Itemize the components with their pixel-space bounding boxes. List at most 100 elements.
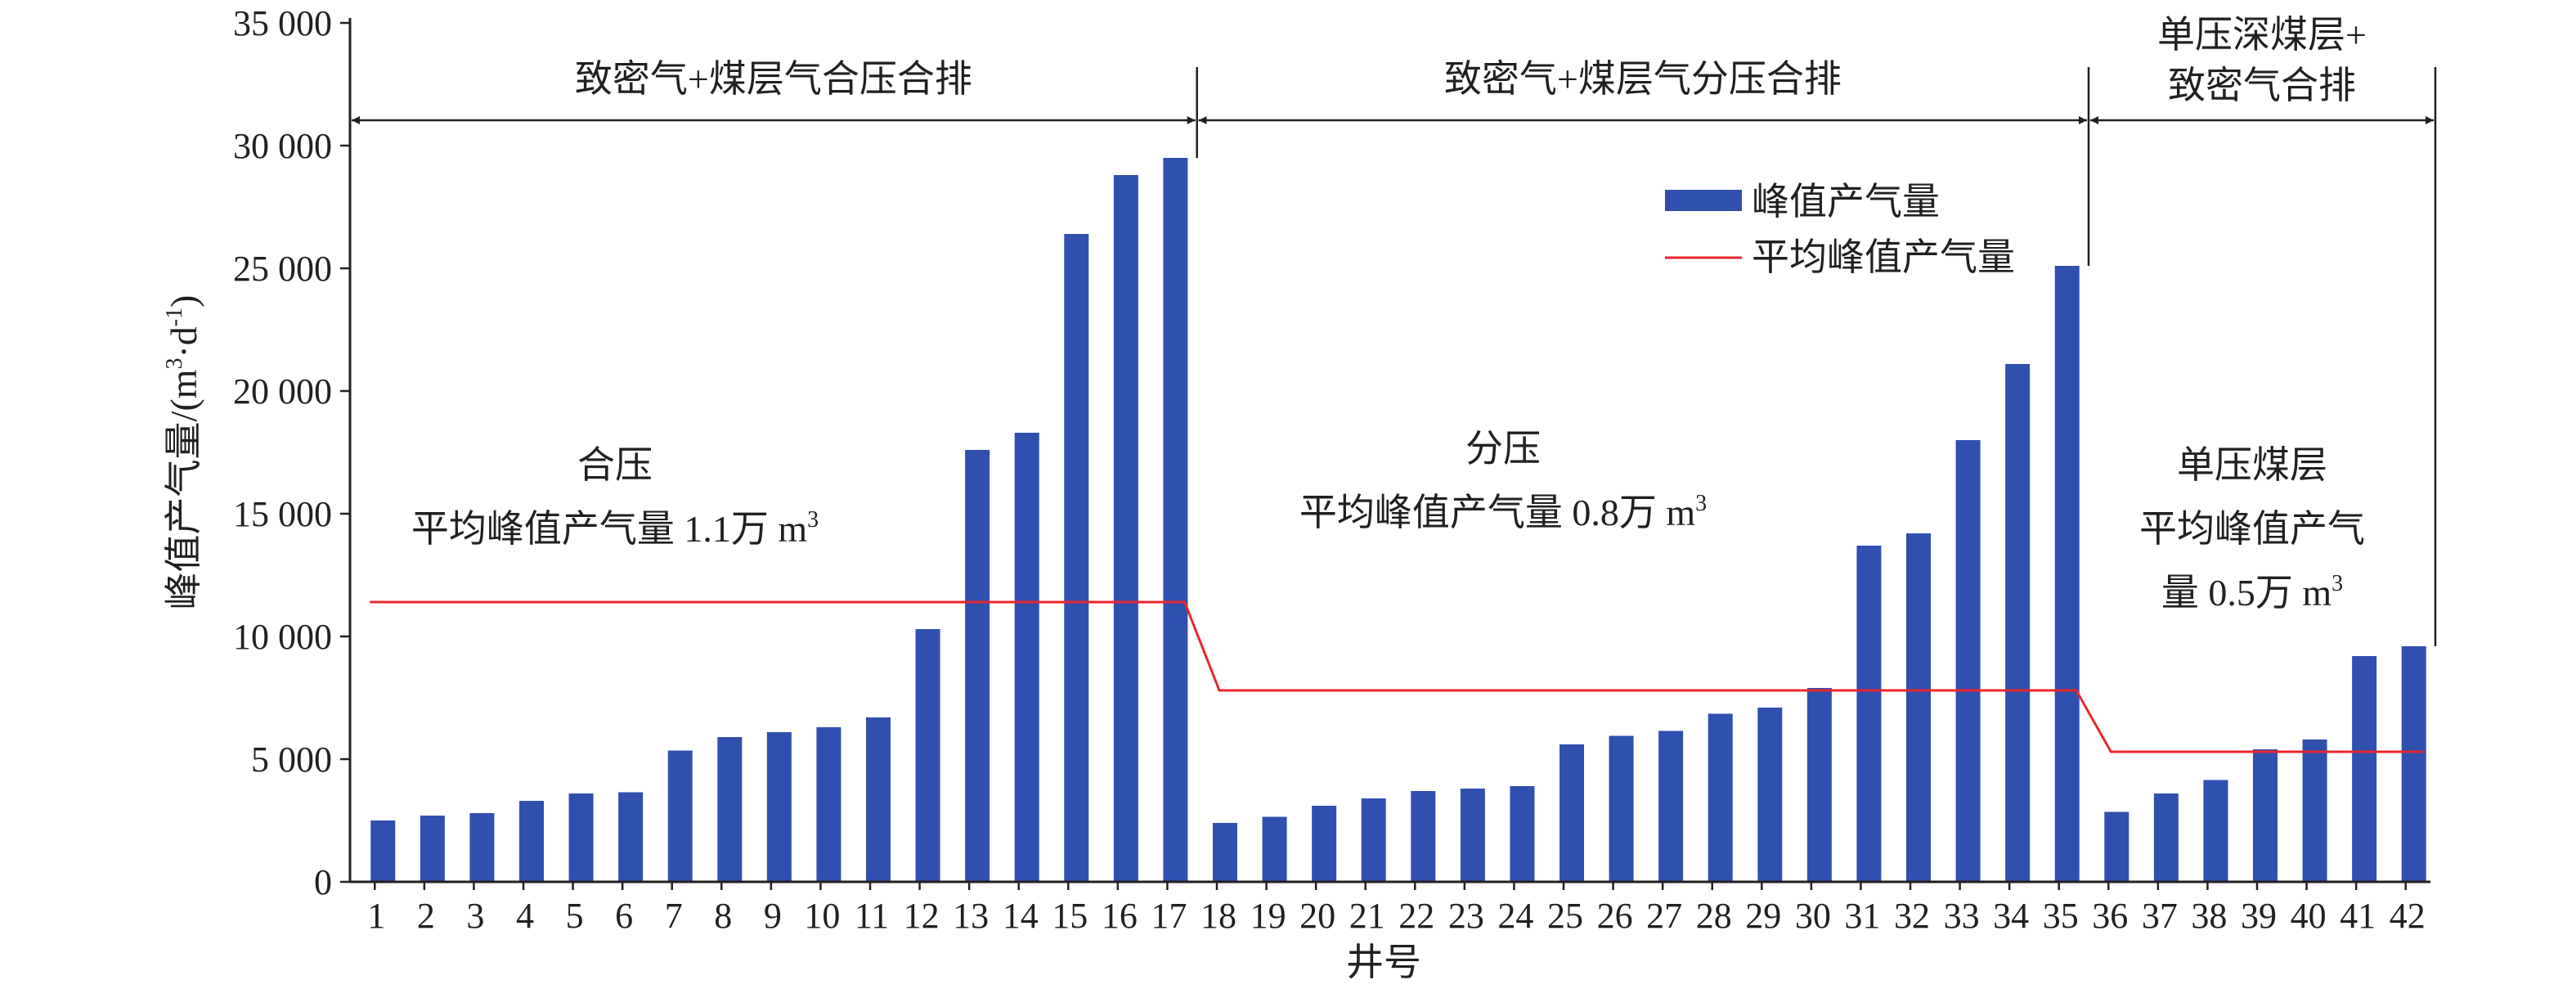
bar bbox=[1856, 546, 1882, 882]
x-tick-label: 1 bbox=[367, 896, 385, 936]
bar bbox=[2005, 364, 2031, 882]
bar bbox=[568, 793, 594, 882]
x-tick-label: 41 bbox=[2340, 896, 2376, 936]
y-tick-label: 15 000 bbox=[233, 494, 332, 534]
legend-label: 峰值产气量 bbox=[1752, 181, 1940, 223]
x-tick-label: 5 bbox=[566, 896, 584, 936]
x-tick-label: 16 bbox=[1102, 896, 1138, 936]
bar bbox=[618, 792, 644, 882]
annotation-line: 量 0.5万 m3 bbox=[2161, 571, 2343, 614]
legend-swatch-bars bbox=[1665, 190, 1742, 211]
annotation-line: 平均峰值产气量 1.1万 m3 bbox=[411, 507, 819, 550]
x-tick-label: 28 bbox=[1696, 896, 1732, 936]
bar bbox=[2203, 780, 2228, 882]
bar bbox=[1757, 708, 1783, 882]
x-tick-label: 12 bbox=[904, 896, 940, 936]
y-tick-label: 25 000 bbox=[233, 249, 332, 289]
x-tick-label: 17 bbox=[1151, 896, 1187, 936]
x-tick-label: 29 bbox=[1745, 896, 1781, 936]
bar bbox=[816, 727, 841, 882]
annotation-line: 平均峰值产气 bbox=[2139, 508, 2365, 550]
annotation-line: 平均峰值产气量 0.8万 m3 bbox=[1299, 491, 1707, 533]
x-tick-label: 15 bbox=[1052, 896, 1088, 936]
bar bbox=[1560, 744, 1584, 882]
annotation-line: 分压 bbox=[1465, 428, 1541, 470]
x-tick-label: 40 bbox=[2291, 896, 2327, 936]
x-tick-label: 24 bbox=[1497, 896, 1533, 936]
x-tick-label: 25 bbox=[1547, 896, 1583, 936]
x-tick-label: 33 bbox=[1944, 896, 1980, 936]
x-tick-label: 7 bbox=[665, 896, 683, 936]
bar bbox=[1955, 440, 1981, 882]
annotation-line: 单压煤层 bbox=[2177, 444, 2327, 486]
x-tick-label: 26 bbox=[1597, 896, 1633, 936]
bar bbox=[420, 816, 445, 882]
bar bbox=[866, 717, 891, 882]
x-tick-label: 37 bbox=[2142, 896, 2178, 936]
annotation-line: 合压 bbox=[577, 444, 653, 486]
y-axis-title: 峰值产气量/(m3·d-1) bbox=[162, 295, 204, 610]
x-tick-label: 11 bbox=[855, 896, 889, 936]
x-tick-label: 14 bbox=[1003, 896, 1039, 936]
bar bbox=[1708, 713, 1733, 882]
y-tick-label: 30 000 bbox=[233, 126, 332, 166]
bar bbox=[2401, 646, 2426, 882]
bar bbox=[1609, 735, 1634, 882]
x-tick-label: 18 bbox=[1200, 896, 1236, 936]
bar bbox=[1361, 798, 1386, 882]
bar bbox=[2054, 266, 2080, 882]
x-tick-label: 21 bbox=[1349, 896, 1385, 936]
bar bbox=[370, 820, 396, 882]
y-tick-label: 5 000 bbox=[251, 740, 332, 780]
x-tick-label: 13 bbox=[953, 896, 989, 936]
y-tick-label: 20 000 bbox=[233, 371, 332, 411]
bar bbox=[1213, 823, 1237, 882]
x-tick-label: 32 bbox=[1894, 896, 1930, 936]
x-tick-label: 2 bbox=[417, 896, 435, 936]
region-label: 致密气+煤层气合压合排 bbox=[575, 58, 972, 100]
x-tick-label: 38 bbox=[2191, 896, 2227, 936]
bar bbox=[915, 629, 940, 882]
bar bbox=[667, 750, 693, 882]
x-tick-label: 39 bbox=[2241, 896, 2277, 936]
region-label: 致密气+煤层气分压合排 bbox=[1444, 58, 1842, 100]
region-label: 致密气合排 bbox=[2168, 65, 2356, 106]
bar bbox=[1906, 533, 1931, 882]
x-tick-label: 6 bbox=[615, 896, 633, 936]
x-tick-label: 23 bbox=[1448, 896, 1484, 936]
bar bbox=[1064, 234, 1089, 882]
bar bbox=[1806, 688, 1832, 882]
bar bbox=[1014, 433, 1039, 882]
bar bbox=[1312, 806, 1337, 882]
bar bbox=[766, 732, 792, 882]
plot-area: 0 5 000 10 000 15 000 20 000 25 000 30 000 35 0… bbox=[162, 3, 2437, 983]
bar bbox=[717, 737, 743, 882]
x-tick-label: 8 bbox=[714, 896, 732, 936]
y-tick-label: 35 000 bbox=[233, 3, 332, 43]
x-axis-title: 井号 bbox=[1346, 942, 1421, 983]
bar bbox=[2352, 656, 2377, 882]
x-tick-label: 36 bbox=[2092, 896, 2128, 936]
y-tick-label: 0 bbox=[314, 862, 332, 902]
bar bbox=[2104, 811, 2129, 882]
bar bbox=[519, 801, 544, 882]
bar bbox=[1262, 816, 1287, 882]
average-line bbox=[370, 600, 2423, 753]
bar bbox=[1460, 789, 1485, 882]
bar bbox=[1658, 731, 1684, 882]
x-tick-label: 19 bbox=[1250, 896, 1286, 936]
bar bbox=[1113, 175, 1138, 882]
x-tick-label: 22 bbox=[1398, 896, 1434, 936]
x-tick-label: 30 bbox=[1795, 896, 1831, 936]
x-tick-label: 3 bbox=[466, 896, 484, 936]
bar bbox=[1510, 786, 1535, 882]
x-tick-label: 31 bbox=[1844, 896, 1880, 936]
y-tick-label: 10 000 bbox=[233, 617, 332, 657]
bar bbox=[2302, 740, 2327, 882]
x-tick-label: 42 bbox=[2390, 896, 2426, 936]
bar bbox=[2253, 749, 2278, 882]
x-tick-label: 20 bbox=[1299, 896, 1335, 936]
x-tick-label: 9 bbox=[764, 896, 782, 936]
bar bbox=[469, 813, 495, 882]
